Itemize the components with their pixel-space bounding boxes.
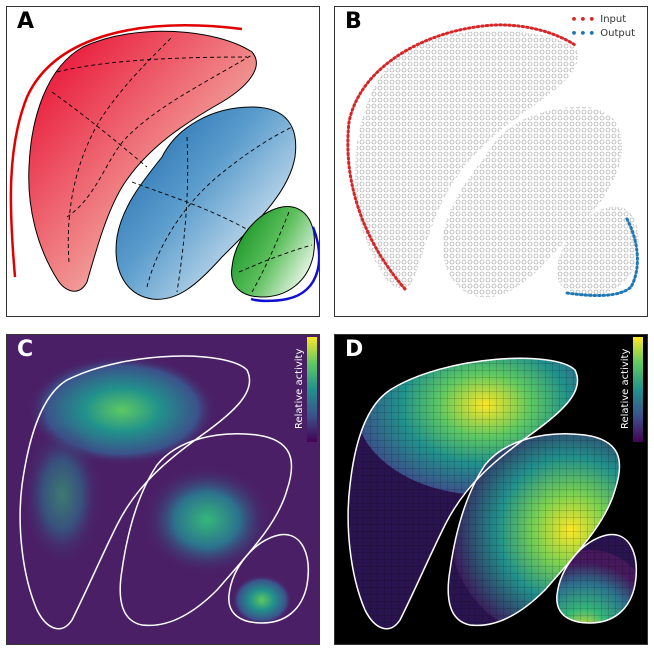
region-2-grid-line	[176, 136, 189, 293]
region-2-shape	[115, 106, 297, 300]
panel-b-diagram	[346, 23, 639, 298]
panel-a: A	[6, 6, 320, 317]
region-1-shape	[28, 30, 257, 292]
panel-d: D	[334, 334, 648, 645]
region-1-cells	[354, 30, 578, 289]
input-markers	[346, 23, 577, 291]
legend-item-output: • • • Output	[570, 27, 635, 41]
panel-d-label: D	[345, 337, 364, 362]
region-2-grid-line	[146, 126, 293, 288]
panel-b-label: B	[345, 9, 362, 34]
colorbar	[633, 337, 643, 442]
input-arc	[9, 24, 243, 278]
legend-item-input: • • • Input	[570, 13, 635, 27]
region-3-grid-line	[238, 244, 313, 273]
region-3-outline	[556, 533, 637, 624]
panel-a-label: A	[17, 9, 35, 34]
region-3-cells	[556, 206, 639, 295]
panel-c-label: C	[17, 337, 34, 362]
output-markers	[565, 217, 639, 297]
legend-label-input: Input	[600, 14, 627, 25]
colorbar-label: Relative activity	[294, 348, 305, 429]
region-1-grid-line	[56, 56, 248, 73]
region-1-grid-line	[67, 36, 173, 263]
region-3-outline	[228, 533, 309, 624]
panel-a-diagram	[9, 24, 319, 303]
region-1-grid-line	[66, 54, 253, 218]
region-2-outline	[119, 433, 293, 627]
region-3-shape	[231, 206, 315, 298]
region-2-cells	[442, 107, 622, 298]
output-arc	[250, 226, 319, 303]
colorbar-label: Relative activity	[620, 348, 631, 429]
region-3-grid-line	[251, 211, 290, 293]
panel-b-legend: • • • Input • • • Output	[570, 13, 635, 41]
panel-c-heatmap	[19, 337, 317, 630]
region-2-outline	[447, 433, 621, 627]
legend-label-output: Output	[600, 28, 635, 39]
panel-d-heatmap	[347, 337, 643, 630]
panel-b: B • • • Input • • • Output	[334, 6, 648, 317]
output-marker-icon: • • •	[570, 27, 595, 40]
region-1-outline	[19, 355, 251, 630]
region-1-grid-line	[51, 91, 148, 168]
input-marker-icon: • • •	[570, 13, 595, 26]
region-2-grid-line	[131, 181, 253, 233]
colorbar	[307, 337, 317, 442]
region-1-outline	[347, 357, 579, 630]
panel-c: C	[6, 334, 320, 645]
